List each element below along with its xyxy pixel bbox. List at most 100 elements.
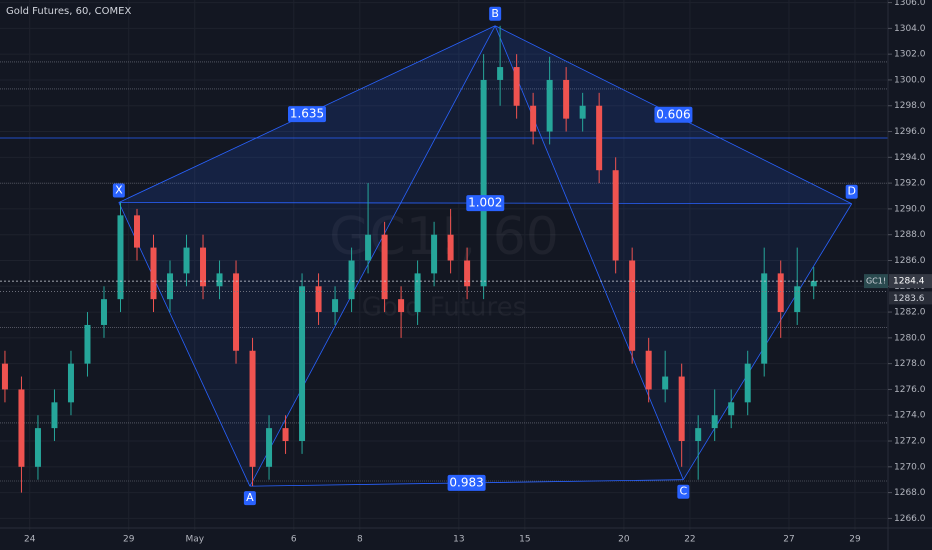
x-tick-label: May [185,535,204,545]
candle-body [744,363,751,403]
point-label: C [679,485,687,498]
candle-body [266,428,273,467]
candle-body [299,286,306,442]
ratio-label-box [447,474,486,491]
candle-body [282,428,289,442]
pattern-line [118,202,251,487]
x-tick-label: 29 [849,535,861,545]
pattern-fill [495,25,852,480]
y-tick-label: 1272.0 [894,437,926,447]
y-tick-label: 1296.0 [894,127,926,137]
y-tick-label: 1266.0 [894,514,926,524]
point-label: B [491,7,499,20]
candle-body [447,234,454,261]
candle-body [546,79,553,132]
candle-body [777,273,784,313]
x-tick-label: 20 [618,535,630,545]
candle-body [1,363,8,390]
candle-body [596,105,603,171]
candle-body [431,234,438,274]
candle-body [563,79,570,119]
chart-title: Gold Futures, 60, COMEX [6,6,131,17]
candle-body [249,350,256,467]
candle-body [629,260,636,351]
candle-body [332,299,339,313]
candle-body [464,260,471,287]
candle-body [216,273,223,287]
y-tick-label: 1276.0 [894,385,926,395]
y-tick-label: 1300.0 [894,75,926,85]
pattern-line [249,25,496,487]
candle-body [645,350,652,390]
candle-body [233,273,240,351]
x-tick-label: 15 [519,535,530,545]
candle-body [513,67,520,106]
y-tick-label: 1288.0 [894,230,926,240]
y-tick-label: 1280.0 [894,333,926,343]
last-price-label: 1284.4 [893,277,925,287]
candle-body [398,299,405,313]
symbol-tag: GC1! [866,277,886,286]
x-tick-label: 13 [453,535,464,545]
candle-body [315,286,322,313]
y-tick-label: 1282.0 [894,308,926,318]
candle-body [34,428,41,467]
y-tick-label: 1294.0 [894,153,926,163]
ratio-label: 0.983 [449,475,483,489]
candle-body [18,389,25,467]
last-price-box [889,274,932,289]
candle-body [51,402,58,429]
y-tick-label: 1304.0 [894,24,926,34]
candle-body [678,376,685,442]
ratio-label: 1.002 [468,196,502,210]
candle-body [67,363,74,403]
prev-price-label: 1283.6 [893,294,925,304]
ratio-label: 0.606 [656,107,690,121]
y-tick-label: 1306.0 [894,0,926,8]
candle-body [728,402,735,416]
x-tick-label: 24 [24,535,36,545]
candle-body [810,281,817,287]
candle-body [711,415,718,429]
ratio-label: 1.635 [290,107,324,121]
candle-body [183,247,190,274]
candle-body [794,286,801,313]
y-tick-label: 1286.0 [894,256,926,266]
x-tick-label: 27 [783,535,794,545]
candle-body [761,273,768,364]
pattern-line [494,25,684,480]
point-label-box [489,6,502,21]
x-tick-label: 22 [684,535,695,545]
candle-body [348,260,355,300]
point-label-box [112,183,125,198]
candle-body [365,234,372,261]
y-tick-label: 1270.0 [894,462,926,472]
point-label-box [243,491,256,506]
x-tick-label: 29 [123,535,135,545]
point-label: A [246,491,254,504]
y-tick-label: 1274.0 [894,411,926,421]
candle-body [497,67,504,80]
candle-body [100,299,107,325]
symbol-tag-box [864,274,888,289]
x-tick-label: 6 [291,535,297,545]
prev-price-box [889,291,932,305]
candle-body [150,247,157,300]
grid [0,0,888,530]
y-tick-label: 1278.0 [894,359,926,369]
point-label-box [677,484,690,499]
y-tick-label: 1290.0 [894,204,926,214]
candle-body [167,273,174,300]
pattern-fill [118,25,496,487]
watermark-name: Gold Futures [362,293,526,323]
candle-body [200,247,207,287]
candle-body [414,273,421,313]
ratio-label-box [288,106,327,123]
candle-body [381,234,388,300]
point-label: D [847,185,855,198]
candle-body [612,170,619,261]
candle-body [579,105,586,119]
y-tick-label: 1292.0 [894,179,926,189]
point-label-box [845,184,858,199]
